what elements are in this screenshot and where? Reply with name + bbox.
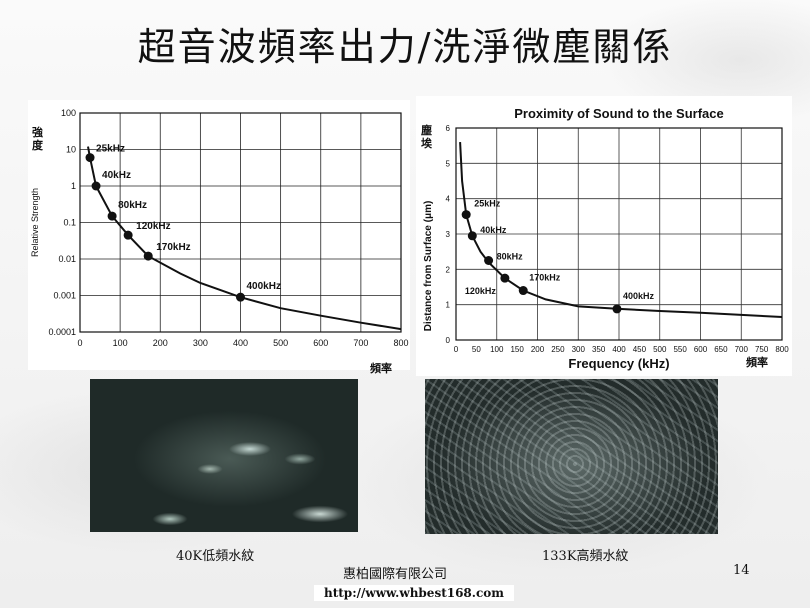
data-point [85, 153, 95, 163]
y-tick-label: 1 [71, 181, 76, 191]
point-label: 400kHz [623, 291, 655, 301]
x-tick-label: 200 [531, 345, 545, 354]
data-point [143, 251, 153, 261]
distance-curve [459, 142, 783, 318]
x-tick-label: 0 [454, 345, 459, 354]
point-label: 400kHz [247, 281, 281, 292]
x-tick-label: 250 [551, 345, 565, 354]
y-tick-label: 0.0001 [48, 327, 76, 337]
x-tick-label: 550 [673, 345, 687, 354]
point-label: 170kHz [529, 273, 561, 283]
strength-curve [87, 146, 402, 331]
data-point [500, 273, 510, 283]
y-tick-label: 0.01 [58, 254, 76, 264]
x-tick-label: 400 [233, 338, 248, 348]
chart-title: Proximity of Sound to the Surface [514, 106, 723, 121]
right-frequency-label: 頻率 [746, 356, 768, 369]
y-tick-label: 100 [61, 108, 76, 118]
x-tick-label: 800 [393, 338, 408, 348]
data-point [484, 256, 494, 265]
point-label: 80kHz [497, 252, 524, 262]
x-tick-label: 300 [572, 345, 586, 354]
x-tick-label: 700 [353, 338, 368, 348]
photo-caption-133k: 133K高頻水紋 [542, 549, 629, 564]
point-label: 40kHz [102, 170, 131, 181]
point-label: 120kHz [136, 221, 170, 232]
point-label: 170kHz [156, 242, 190, 253]
point-label: 40kHz [480, 225, 507, 235]
x-tick-label: 100 [113, 338, 128, 348]
website-url: http://www.whbest168.com [314, 585, 514, 601]
x-tick-label: 100 [490, 345, 504, 354]
point-label: 120kHz [465, 286, 497, 296]
photo-caption-40k: 40K低頻水紋 [176, 549, 255, 564]
y-tick-label: 10 [66, 145, 76, 155]
x-tick-label: 0 [77, 338, 82, 348]
company-name: 惠柏國際有限公司 [343, 567, 448, 582]
data-point [123, 230, 133, 240]
data-point [518, 286, 528, 296]
dust-side-label: 塵埃 [421, 124, 432, 150]
plot-frame [455, 127, 783, 341]
y-tick-label: 0 [446, 336, 451, 345]
x-tick-label: 400 [612, 345, 626, 354]
x-tick-label: 700 [735, 345, 749, 354]
x-tick-label: 150 [510, 345, 524, 354]
x-axis-label: Frequency (kHz) [568, 356, 669, 371]
y-axis-label: Relative Strength [30, 188, 40, 257]
slide-title: 超音波頻率出力/洗淨微塵關係 [137, 25, 673, 69]
high-frequency-ripple-photo [425, 379, 718, 534]
x-tick-label: 300 [193, 338, 208, 348]
plot-frame [79, 112, 402, 333]
low-frequency-ripple-photo [90, 379, 358, 532]
y-tick-label: 3 [446, 230, 451, 239]
y-tick-label: 0.001 [53, 291, 76, 301]
relative-strength-chart: 0 100 200 300 400 500 600 700 800 0.0001 0.001 0.01… [28, 100, 410, 370]
strength-side-label: 強度 [32, 126, 43, 152]
data-point [467, 231, 477, 241]
data-point [461, 210, 471, 220]
x-tick-label: 800 [775, 345, 789, 354]
page-number: 14 [733, 563, 750, 578]
data-point [612, 304, 622, 314]
x-tick-label: 50 [472, 345, 481, 354]
data-point [236, 292, 245, 302]
y-tick-label: 5 [446, 159, 451, 168]
x-tick-label: 500 [273, 338, 288, 348]
y-tick-label: 2 [446, 265, 451, 274]
y-axis-label: Distance from Surface (μm) [423, 201, 434, 332]
point-label: 80kHz [118, 200, 147, 211]
x-tick-label: 200 [153, 338, 168, 348]
x-tick-label: 600 [313, 338, 328, 348]
x-tick-label: 750 [755, 345, 769, 354]
y-tick-label: 0.1 [63, 218, 76, 228]
y-tick-label: 1 [446, 301, 451, 310]
x-tick-label: 600 [694, 345, 708, 354]
x-tick-label: 350 [592, 345, 606, 354]
x-tick-label: 500 [653, 345, 667, 354]
x-tick-label: 450 [633, 345, 647, 354]
left-frequency-label: 頻率 [370, 362, 392, 375]
x-tick-label: 650 [714, 345, 728, 354]
y-tick-label: 6 [446, 124, 451, 133]
data-point [91, 181, 101, 191]
point-label: 25kHz [96, 144, 125, 155]
data-point [107, 211, 117, 221]
y-tick-label: 4 [446, 195, 451, 204]
point-label: 25kHz [474, 199, 501, 209]
